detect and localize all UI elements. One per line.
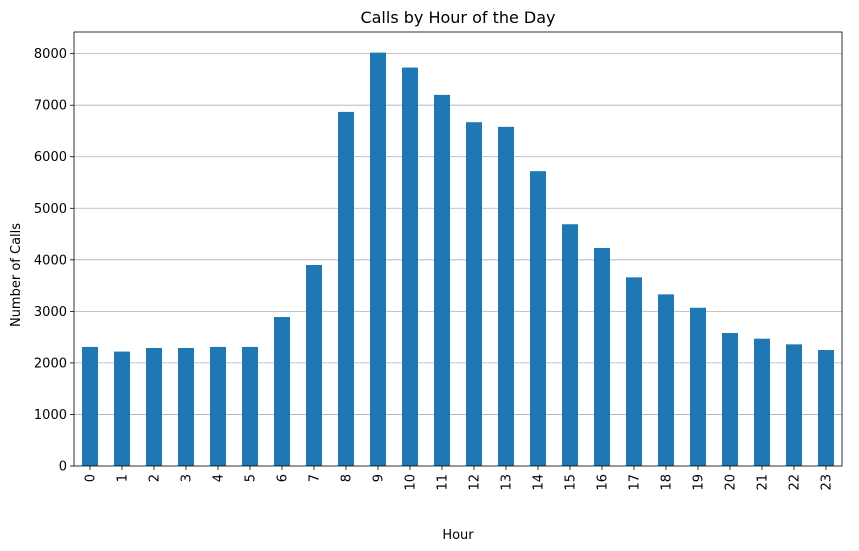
x-tick-label: 3 — [180, 474, 195, 482]
chart-title: Calls by Hour of the Day — [360, 8, 555, 27]
x-tick-label: 17 — [628, 474, 643, 491]
x-tick-label: 12 — [468, 474, 483, 491]
x-axis-label: Hour — [442, 528, 474, 543]
bar-hour-21 — [754, 338, 770, 466]
bar-hour-20 — [722, 333, 738, 466]
x-tick-label: 15 — [564, 474, 579, 491]
x-tick-label: 1 — [116, 474, 131, 482]
bar-hour-15 — [562, 224, 578, 466]
x-tick-label: 22 — [788, 474, 803, 491]
x-tick-label: 14 — [532, 474, 547, 491]
x-tick-label: 6 — [276, 474, 291, 482]
bar-hour-18 — [658, 294, 674, 466]
x-tick-label: 19 — [692, 474, 707, 491]
y-tick-label: 5000 — [34, 202, 67, 217]
x-tick-label: 5 — [244, 474, 259, 482]
bar-hour-22 — [786, 344, 802, 466]
y-tick-label: 7000 — [34, 99, 67, 114]
y-tick-label: 4000 — [34, 253, 67, 268]
bar-hour-17 — [626, 277, 642, 466]
x-tick-label: 11 — [436, 474, 451, 491]
bar-hour-16 — [594, 247, 610, 466]
bar-hour-3 — [178, 347, 194, 466]
x-tick-label: 18 — [660, 474, 675, 491]
x-tick-label: 10 — [404, 474, 419, 491]
x-tick-label: 20 — [724, 474, 739, 491]
plot-frame — [73, 31, 843, 467]
bar-hour-6 — [274, 317, 290, 466]
bar-hour-1 — [114, 351, 130, 466]
bar-hour-13 — [498, 126, 514, 467]
bar-hour-2 — [146, 347, 162, 466]
x-tick-label: 7 — [308, 474, 323, 482]
x-tick-label: 21 — [756, 474, 771, 491]
y-tick-label: 2000 — [34, 356, 67, 371]
x-tick-label: 16 — [596, 474, 611, 491]
gridlines — [74, 53, 842, 415]
y-axis-label: Number of Calls — [9, 223, 24, 327]
x-tick-label: 0 — [84, 474, 99, 482]
bar-hour-12 — [466, 122, 482, 466]
x-tick-label: 13 — [500, 474, 515, 491]
bar-hour-23 — [818, 350, 834, 466]
y-tick-label: 0 — [59, 460, 67, 475]
x-axis-ticks: 0 1 2 3 4 5 6 7 8 9 10 11 12 13 14 15 16 17 18 19 20 21 22 23 — [84, 466, 835, 491]
axes — [73, 31, 843, 467]
x-tick-label: 8 — [340, 474, 355, 482]
y-tick-label: 3000 — [34, 305, 67, 320]
y-tick-label: 1000 — [34, 408, 67, 423]
bars — [82, 52, 834, 467]
x-tick-label: 4 — [212, 474, 227, 482]
bar-hour-11 — [434, 94, 450, 467]
bar-hour-10 — [402, 67, 418, 467]
bar-hour-9 — [370, 52, 386, 466]
x-tick-label: 2 — [148, 474, 163, 482]
x-tick-label: 9 — [372, 474, 387, 482]
bar-hour-4 — [210, 346, 226, 466]
bar-hour-19 — [690, 307, 706, 466]
bar-hour-5 — [242, 346, 258, 466]
x-tick-label: 23 — [820, 474, 835, 491]
bar-hour-8 — [338, 111, 354, 466]
y-tick-label: 8000 — [34, 47, 67, 62]
bar-hour-14 — [530, 171, 546, 466]
y-tick-label: 6000 — [34, 150, 67, 165]
bar-hour-0 — [82, 346, 98, 466]
y-axis-ticks: 0 1000 2000 3000 4000 5000 6000 7000 8000 — [34, 47, 74, 475]
bar-hour-7 — [306, 264, 322, 466]
